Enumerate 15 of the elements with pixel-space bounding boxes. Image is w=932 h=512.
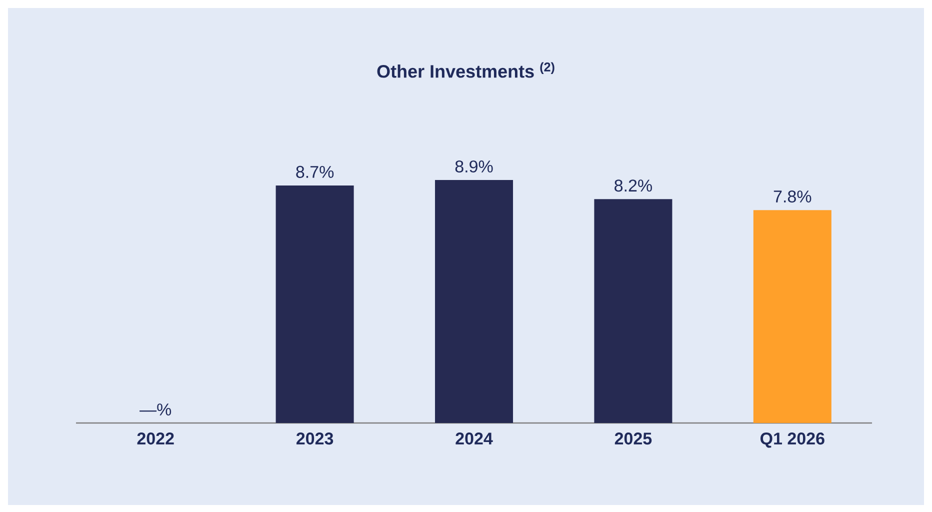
chart-title: Other Investments $^{(2)}$ <box>377 62 554 78</box>
data-label: 7.8% <box>774 190 812 203</box>
x-tick-label: 2025 <box>614 432 652 445</box>
data-label: 8.7% <box>296 166 334 178</box>
bar <box>435 180 514 423</box>
bar <box>753 210 832 423</box>
bar <box>276 185 354 423</box>
data-label: 8.2% <box>614 180 652 192</box>
x-tick-label: 2023 <box>296 432 334 445</box>
x-tick-label: 2024 <box>456 432 493 445</box>
data-label: 8.9% <box>455 160 493 173</box>
x-tick-label: Q1 2026 <box>760 432 824 448</box>
x-tick-label: 2022 <box>137 432 174 445</box>
bar <box>594 199 672 423</box>
data-label: —% <box>140 404 172 416</box>
